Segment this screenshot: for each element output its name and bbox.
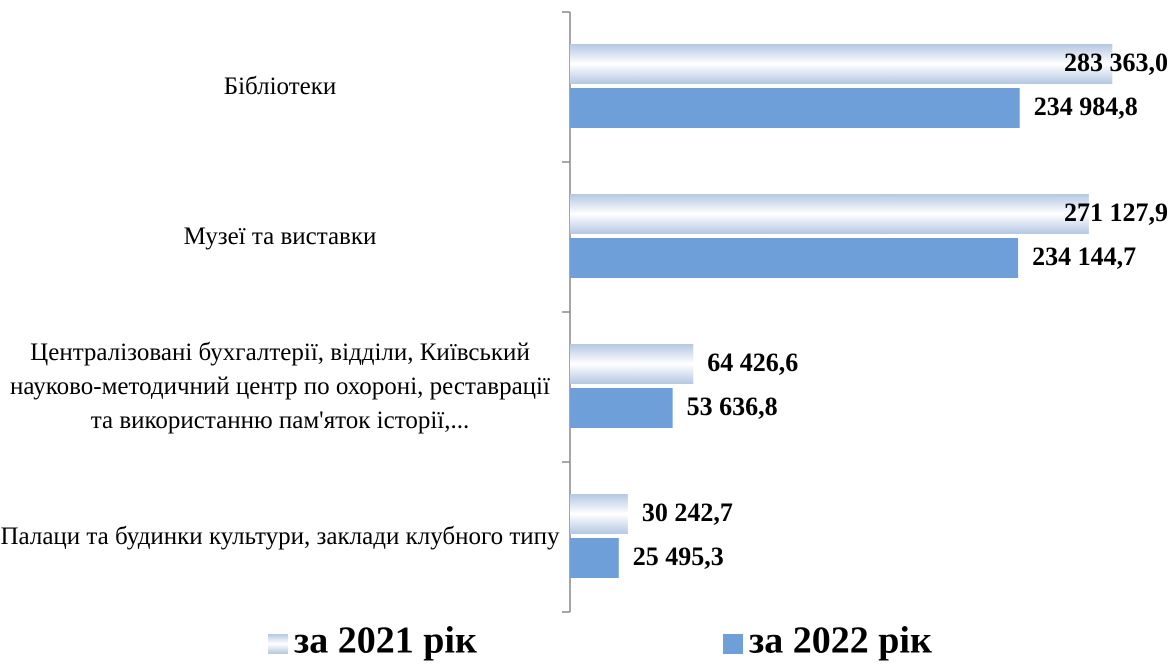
bar (570, 238, 1019, 278)
bar (570, 344, 694, 384)
value-label: 25 495,3 (633, 542, 724, 571)
value-label: 283 363,0 (1064, 48, 1168, 77)
legend-label: за 2022 рік (749, 620, 932, 662)
value-label: 30 242,7 (642, 498, 733, 527)
bar (570, 194, 1089, 234)
value-label: 234 984,8 (1034, 92, 1138, 121)
value-label: 53 636,8 (687, 392, 778, 421)
category-label: Палаци та будинки культури, заклади клуб… (0, 523, 560, 550)
bar (570, 44, 1113, 84)
category-label: Централізовані бухгалтерії, відділи, Киї… (10, 339, 550, 434)
value-label: 234 144,7 (1032, 242, 1136, 271)
value-label: 64 426,6 (707, 348, 798, 377)
bar (570, 538, 619, 578)
bar (570, 388, 673, 428)
legend-swatch (268, 634, 288, 654)
legend-swatch (723, 634, 743, 654)
legend-label: за 2021 рік (294, 620, 477, 662)
bar (570, 494, 628, 534)
value-label: 271 127,9 (1064, 198, 1168, 227)
category-label: Музеї та виставки (183, 223, 377, 250)
category-label: Бібліотеки (223, 73, 337, 100)
bar (570, 88, 1020, 128)
